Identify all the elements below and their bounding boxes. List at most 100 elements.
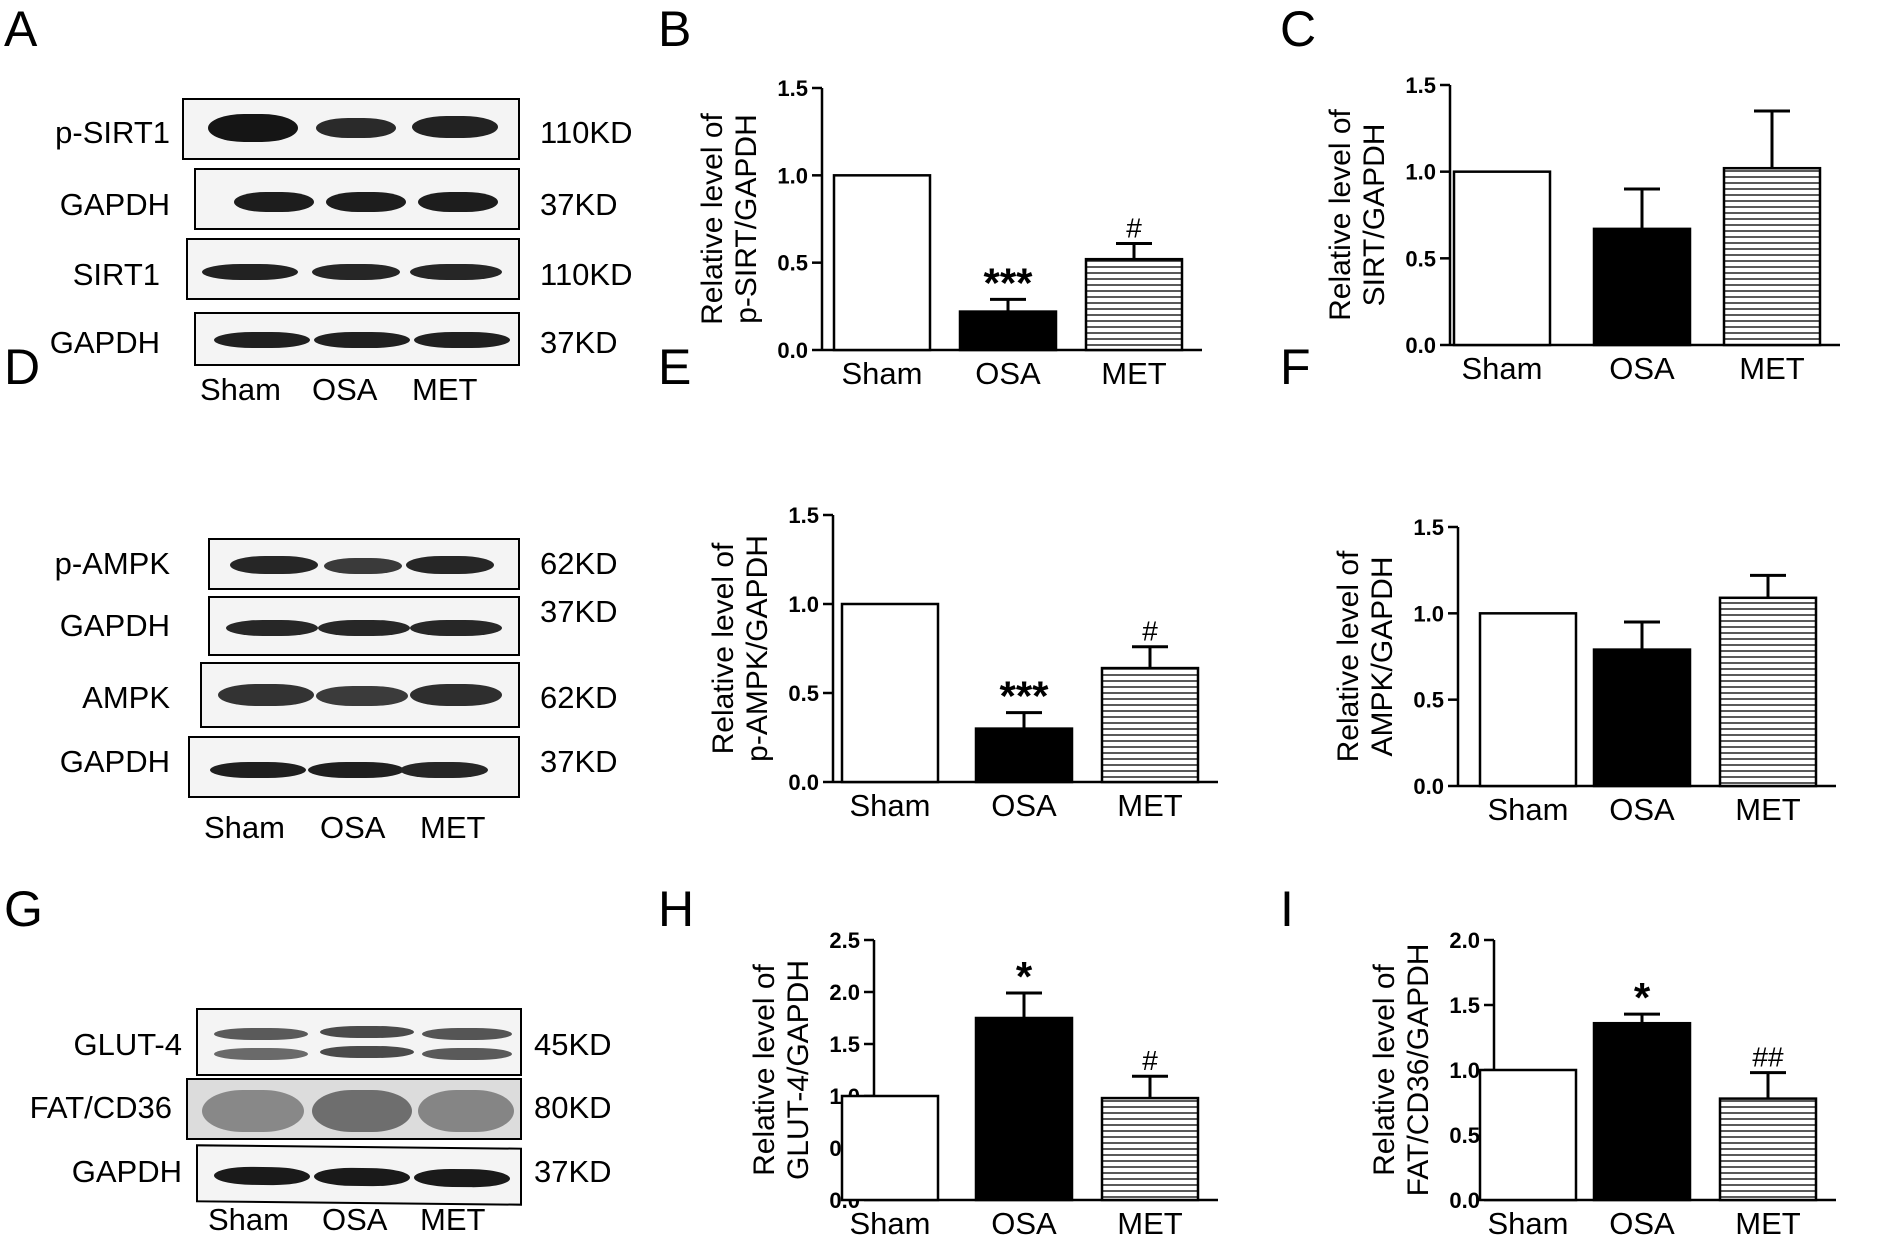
blot-strip [194,312,520,366]
panel-letter-c: C [1280,1,1317,57]
blot-strip [208,596,520,656]
protein-band [234,192,314,212]
bar-osa [974,1016,1074,1202]
protein-band [412,116,498,138]
y-tick-label: 1.5 [1405,73,1436,98]
x-tick-label: Sham [1462,351,1543,386]
protein-band [218,684,314,706]
protein-band [214,1048,308,1060]
y-tick-label: 0.5 [777,251,808,276]
blot-lane-label: MET [420,1202,486,1237]
protein-band [318,620,410,636]
protein-band [316,118,396,138]
y-tick-label: 0.0 [1405,333,1436,358]
blot-strip [182,98,520,160]
blot-kd-label: 45KD [534,1027,612,1062]
significance-mark: # [1142,616,1158,647]
blot-kd-label: 37KD [540,187,618,222]
y-axis-label-line2: p-SIRT/GAPDH [730,114,763,324]
blot-strip [194,168,520,230]
y-axis-label-line1: Relative level of [1324,108,1357,320]
blot-lane-label: MET [412,372,478,407]
blot-kd-label: 37KD [540,594,618,629]
protein-band [320,1026,414,1038]
panel-letter-h: H [658,881,695,937]
y-axis-label-line1: Relative level of [696,112,729,324]
y-tick-label: 0.5 [788,681,819,706]
blot-lane-label: Sham [200,372,281,407]
significance-mark: * [1016,953,1033,1000]
protein-band [312,1090,412,1132]
protein-band [314,332,410,348]
y-tick-label: 1.5 [788,503,819,528]
significance-mark: *** [983,259,1033,306]
significance-mark: * [1634,974,1651,1021]
bar-met [1100,666,1200,784]
x-tick-label: MET [1101,356,1167,391]
y-tick-label: 0.5 [1449,1123,1480,1148]
protein-band [410,264,502,280]
blot-strip [188,736,520,798]
panel-letter-b: B [658,1,692,57]
y-axis-label-line2: AMPK/GAPDH [1366,556,1399,756]
protein-band [422,1028,512,1040]
blot-row-label: GAPDH [71,1154,182,1189]
bar-sham [1478,1068,1578,1202]
x-tick-label: MET [1117,1206,1183,1241]
blot-kd-label: 80KD [534,1090,612,1125]
y-tick-label: 1.5 [1413,515,1444,540]
blot-lane-label: Sham [208,1202,289,1237]
y-tick-label: 1.0 [1449,1058,1480,1083]
bar-sham [1452,170,1552,347]
x-tick-label: MET [1117,788,1183,823]
x-tick-label: Sham [1488,1206,1569,1241]
y-tick-label: 2.5 [829,928,860,953]
y-tick-label: 0.0 [788,770,819,795]
x-tick-label: OSA [991,1206,1057,1241]
y-tick-label: 1.5 [777,76,808,101]
x-tick-label: MET [1739,351,1805,386]
bar-sham [840,1094,940,1202]
protein-band [326,192,406,212]
y-tick-label: 1.0 [1405,160,1436,185]
x-tick-label: MET [1735,1206,1801,1241]
blot-kd-label: 62KD [540,680,618,715]
blot-row-label: p-SIRT1 [55,115,170,150]
blot-lane-label: OSA [320,810,386,845]
protein-band [210,762,306,778]
panel-letter-a: A [4,1,38,57]
x-tick-label: OSA [991,788,1057,823]
protein-band [316,686,408,706]
blot-strip [200,662,520,728]
x-tick-label: OSA [1609,1206,1675,1241]
y-tick-label: 1.0 [1413,601,1444,626]
bar-met [1100,1096,1200,1202]
bar-osa [958,310,1058,352]
significance-mark: *** [999,673,1049,720]
protein-band [214,1028,308,1040]
bar-osa [974,727,1074,784]
blot-row-label: GAPDH [49,325,160,360]
blot-kd-label: 37KD [540,744,618,779]
y-tick-label: 1.0 [777,163,808,188]
y-tick-label: 1.0 [788,592,819,617]
blot-strip [186,1078,522,1140]
bar-sham [832,174,932,352]
bar-sham [1478,612,1578,788]
y-axis-label-line2: SIRT/GAPDH [1358,124,1391,307]
panel-letter-d: D [4,339,41,395]
protein-band [410,620,502,636]
protein-band [320,1046,414,1058]
significance-mark: # [1142,1045,1158,1076]
protein-band [312,264,400,280]
y-tick-label: 0.0 [1449,1188,1480,1213]
y-tick-label: 1.5 [1449,993,1480,1018]
panel-letter-e: E [658,339,692,395]
y-axis-label-line1: Relative level of [1332,550,1365,762]
blot-lane-label: OSA [312,372,378,407]
blot-row-label: AMPK [82,680,170,715]
blot-row-label: p-AMPK [54,546,170,581]
